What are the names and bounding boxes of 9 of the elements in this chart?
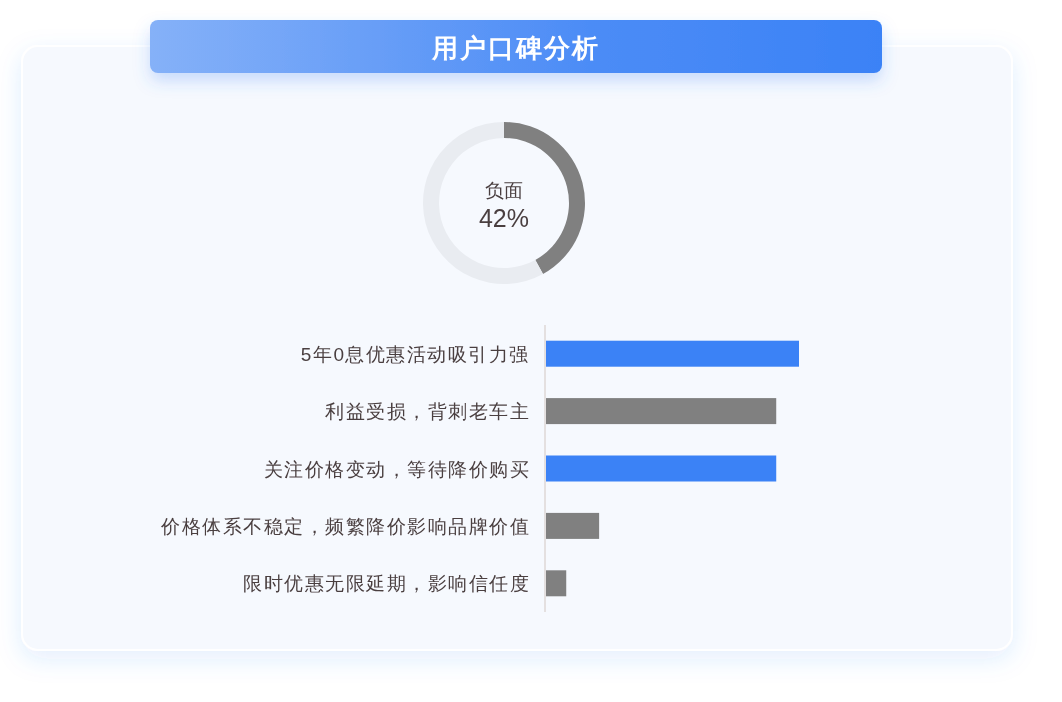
y-tick-label: 利益受损，背刺老车主	[325, 401, 530, 423]
y-tick-label: 限时优惠无限延期，影响信任度	[243, 573, 530, 595]
title: 用户口碑分析	[150, 20, 882, 73]
chart-title: 用户口碑分析	[431, 33, 600, 63]
data-label: 42%	[478, 204, 530, 232]
y-tick-label: 价格体系不稳定，频繁降价影响品牌价值	[160, 515, 530, 537]
y-tick-label: 关注价格变动，等待降价购买	[263, 458, 530, 480]
slice-label: 负面	[485, 180, 523, 201]
y-tick-label: 5年0息优惠活动吸引力强	[300, 343, 530, 365]
